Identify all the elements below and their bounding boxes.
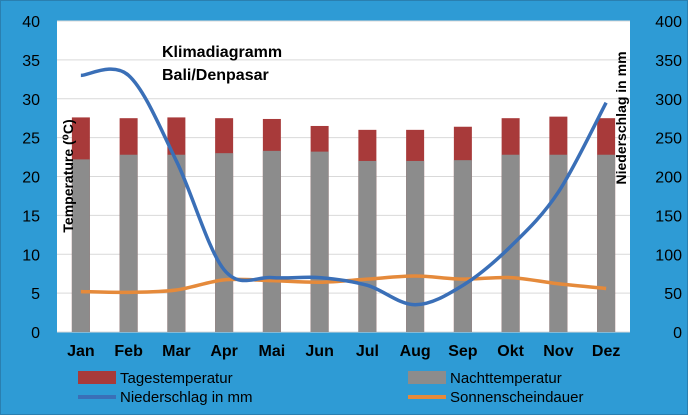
left-axis-title: Temperature (⁰C): [60, 119, 76, 232]
bar-nachttemperatur: [262, 150, 281, 332]
right-tick-label: 200: [655, 170, 682, 187]
bar-nachttemperatur: [501, 154, 520, 332]
right-axis-title: Niederschlag in mm: [613, 51, 629, 184]
right-axis-ticks: 0 50 100 150 200 250 300 350 400: [655, 14, 682, 342]
chart-title: Klimadiagramm: [162, 44, 282, 61]
month-label: Jul: [356, 343, 379, 360]
month-label: Okt: [497, 343, 524, 360]
line-niederschlag: [80, 67, 608, 307]
bar-nachttemperatur: [167, 154, 186, 332]
left-tick-label: 0: [31, 325, 40, 342]
left-tick-label: 35: [22, 53, 40, 70]
left-tick-label: 30: [22, 92, 40, 109]
bar-nachttemperatur: [406, 160, 425, 332]
left-tick-label: 20: [22, 170, 40, 187]
left-tick-label: 10: [22, 247, 40, 264]
chart-subtitle: Bali/Denpasar: [162, 67, 269, 84]
month-label: Feb: [114, 343, 143, 360]
x-axis-labels: Jan Feb Mar Apr Mai Jun Jul Aug Sep Okt Nov Dez: [67, 343, 620, 360]
month-label: Dez: [592, 343, 620, 360]
right-tick-label: 0: [673, 325, 682, 342]
right-tick-label: 100: [655, 247, 682, 264]
legend-label: Niederschlag in mm: [120, 389, 253, 406]
legend-label: Nachttemperatur: [450, 370, 562, 387]
right-tick-label: 150: [655, 208, 682, 225]
legend-swatch: [78, 371, 116, 384]
left-axis-ticks: 0 5 10 15 20 25 30 35 40: [22, 14, 40, 342]
legend-label: Sonnenscheindauer: [450, 389, 583, 406]
month-label: Nov: [543, 343, 573, 360]
right-tick-label: 350: [655, 53, 682, 70]
right-tick-label: 400: [655, 14, 682, 31]
left-tick-label: 15: [22, 208, 40, 225]
bar-nachttemperatur: [215, 153, 234, 332]
lines: [80, 67, 608, 307]
month-label: Mar: [162, 343, 190, 360]
month-label: Jan: [67, 343, 95, 360]
month-label: Apr: [210, 343, 238, 360]
month-label: Mai: [259, 343, 286, 360]
month-label: Jun: [305, 343, 333, 360]
bar-nachttemperatur: [119, 154, 138, 332]
month-label: Sep: [448, 343, 478, 360]
legend-label: Tagestemperatur: [120, 370, 233, 387]
legend: Tagestemperatur Nachttemperatur Niederschl…: [78, 370, 583, 406]
right-tick-label: 300: [655, 92, 682, 109]
right-tick-label: 50: [664, 286, 682, 303]
bar-nachttemperatur: [358, 160, 377, 332]
month-label: Aug: [400, 343, 431, 360]
left-tick-label: 5: [31, 286, 40, 303]
left-tick-label: 40: [22, 14, 40, 31]
bar-nachttemperatur: [453, 160, 472, 332]
legend-swatch: [408, 371, 446, 384]
right-tick-label: 250: [655, 131, 682, 148]
left-tick-label: 25: [22, 131, 40, 148]
bar-nachttemperatur: [310, 151, 329, 332]
bar-nachttemperatur: [71, 159, 90, 332]
